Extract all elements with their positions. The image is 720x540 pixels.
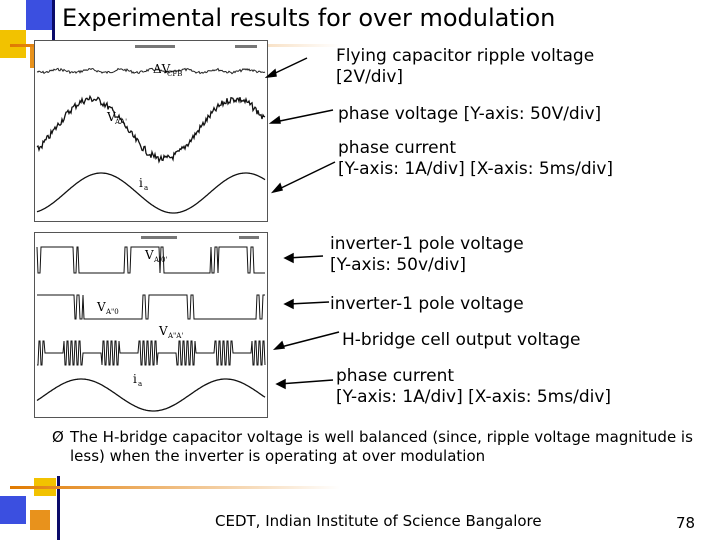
deco-square-blue-bottom [0, 496, 26, 524]
label-pole-2-line1: inverter-1 pole voltage [330, 294, 524, 314]
label-phase-current-bottom-line1: phase current [336, 366, 455, 386]
bullet-text: The H-bridge capacitor voltage is well b… [70, 428, 693, 465]
deco-square-blue [26, 0, 52, 30]
slide-footer: CEDT, Indian Institute of Science Bangal… [215, 512, 542, 530]
label-ripple-line1: Flying capacitor ripple voltage [336, 46, 595, 66]
deco-vline-bottom [57, 476, 60, 540]
label-pole-1-line2: [Y-axis: 50v/div] [330, 255, 466, 275]
label-ripple-line2: [2V/div] [336, 67, 404, 87]
label-hbridge-line1: H-bridge cell output voltage [342, 330, 581, 350]
label-phase-current-top: phase current [Y-axis: 1A/div] [X-axis: … [338, 138, 613, 180]
ripple-trace-label: ΔV [153, 62, 171, 76]
ripple-trace [36, 67, 266, 75]
current2-sub: a [138, 380, 142, 388]
pole-voltage-1-trace [36, 246, 265, 274]
label-ripple-voltage: Flying capacitor ripple voltage [2V/div] [336, 46, 594, 88]
hb-sub: A"A' [167, 332, 183, 340]
page-number: 78 [676, 514, 696, 532]
label-phase-current-top-line2: [Y-axis: 1A/div] [X-axis: 5ms/div] [338, 159, 614, 179]
pole2-sub: A"0 [105, 308, 119, 316]
hbridge-voltage-trace [37, 340, 266, 366]
phase-voltage-sub: AA' [114, 118, 127, 126]
bottom-current-trace [36, 378, 266, 412]
current2-label: i [133, 372, 137, 386]
deco-square-orange-bottom [30, 510, 50, 530]
label-pole-1-line1: inverter-1 pole voltage [330, 234, 524, 254]
phase-voltage-label: V [106, 110, 116, 124]
deco-hline-bottom [10, 486, 340, 489]
scope-capture-bottom: V A'0' V A"0 V A"A' i a [34, 232, 268, 418]
slide-title: Experimental results for over modulation [62, 4, 556, 32]
phase-current-trace [36, 172, 266, 214]
label-hbridge-voltage: H-bridge cell output voltage [342, 330, 581, 351]
pole1-sub: A'0' [153, 256, 167, 264]
pointer-arrows [265, 57, 340, 390]
phase-voltage-trace [36, 94, 266, 164]
current-trace-label: i [139, 176, 143, 190]
ripple-trace-sub: CFB [167, 70, 182, 78]
current-trace-sub: a [144, 184, 148, 192]
label-phase-voltage-line1: phase voltage [Y-axis: 50V/div] [338, 104, 602, 124]
label-phase-voltage: phase voltage [Y-axis: 50V/div] [338, 104, 601, 125]
pole-voltage-2-trace [37, 294, 265, 320]
label-pole-voltage-1: inverter-1 pole voltage [Y-axis: 50v/div… [330, 234, 524, 276]
label-phase-current-bottom: phase current [Y-axis: 1A/div] [X-axis: … [336, 366, 611, 408]
label-phase-current-bottom-line2: [Y-axis: 1A/div] [X-axis: 5ms/div] [336, 387, 612, 407]
pole2-label: V [96, 300, 106, 314]
label-phase-current-top-line1: phase current [338, 138, 457, 158]
hb-label: V [158, 324, 168, 338]
pole1-label: V [144, 248, 154, 262]
bullet-arrow-icon: Ø [52, 428, 64, 446]
label-pole-voltage-2: inverter-1 pole voltage [330, 294, 524, 315]
scope-capture-top: ΔV CFB V AA' i a [34, 40, 268, 222]
